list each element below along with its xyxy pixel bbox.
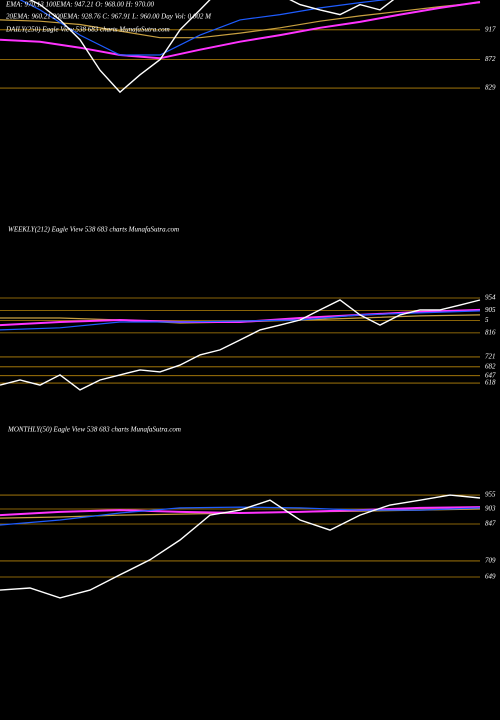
y-tick-label: 647 xyxy=(485,371,496,379)
series-line xyxy=(0,299,481,391)
series-group xyxy=(0,0,481,94)
y-tick-label: 954 xyxy=(485,294,496,302)
y-tick-label: 721 xyxy=(485,353,496,361)
series-line xyxy=(0,506,481,526)
series-line xyxy=(0,494,481,599)
annotation: DAILY(250) Eagle View 538 683 charts Mun… xyxy=(5,26,170,34)
series-line xyxy=(0,308,481,327)
y-tick-label: 917 xyxy=(485,25,496,33)
y-tick-label: 905 xyxy=(485,306,496,314)
series-line xyxy=(0,2,481,39)
panel-title: MONTHLY(50) Eagle View 538 683 charts Mu… xyxy=(7,426,181,434)
y-tick-label: 649 xyxy=(485,573,496,581)
y-tick-label: 903 xyxy=(485,505,496,513)
y-tick-label: 955 xyxy=(485,491,496,499)
series-line xyxy=(0,310,481,331)
series-line xyxy=(19,0,388,56)
y-tick-label: 5 xyxy=(485,316,489,324)
y-tick-label: 829 xyxy=(485,84,496,92)
y-tick-label: 816 xyxy=(485,329,496,337)
y-tick-label: 872 xyxy=(485,55,496,63)
series-group xyxy=(0,299,481,391)
series-group xyxy=(0,494,481,599)
annotation: EMA: 970.13 100EMA: 947.21 O: 968.00 H: … xyxy=(5,1,154,9)
panel-title: WEEKLY(212) Eagle View 538 683 charts Mu… xyxy=(8,226,179,234)
y-tick-label: 682 xyxy=(485,362,496,370)
annotation: 20EMA: 960.21 200EMA: 928.76 C: 967.91 L… xyxy=(6,13,212,21)
series-line xyxy=(0,1,481,60)
y-tick-label: 847 xyxy=(485,520,496,528)
y-tick-label: 709 xyxy=(485,557,496,565)
series-line xyxy=(29,0,395,94)
y-tick-label: 618 xyxy=(485,379,496,387)
series-line xyxy=(0,506,481,517)
